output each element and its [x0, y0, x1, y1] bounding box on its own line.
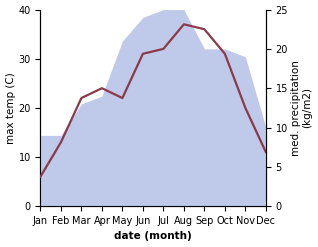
- Y-axis label: med. precipitation
(kg/m2): med. precipitation (kg/m2): [291, 60, 313, 156]
- X-axis label: date (month): date (month): [114, 231, 192, 242]
- Y-axis label: max temp (C): max temp (C): [5, 72, 16, 144]
